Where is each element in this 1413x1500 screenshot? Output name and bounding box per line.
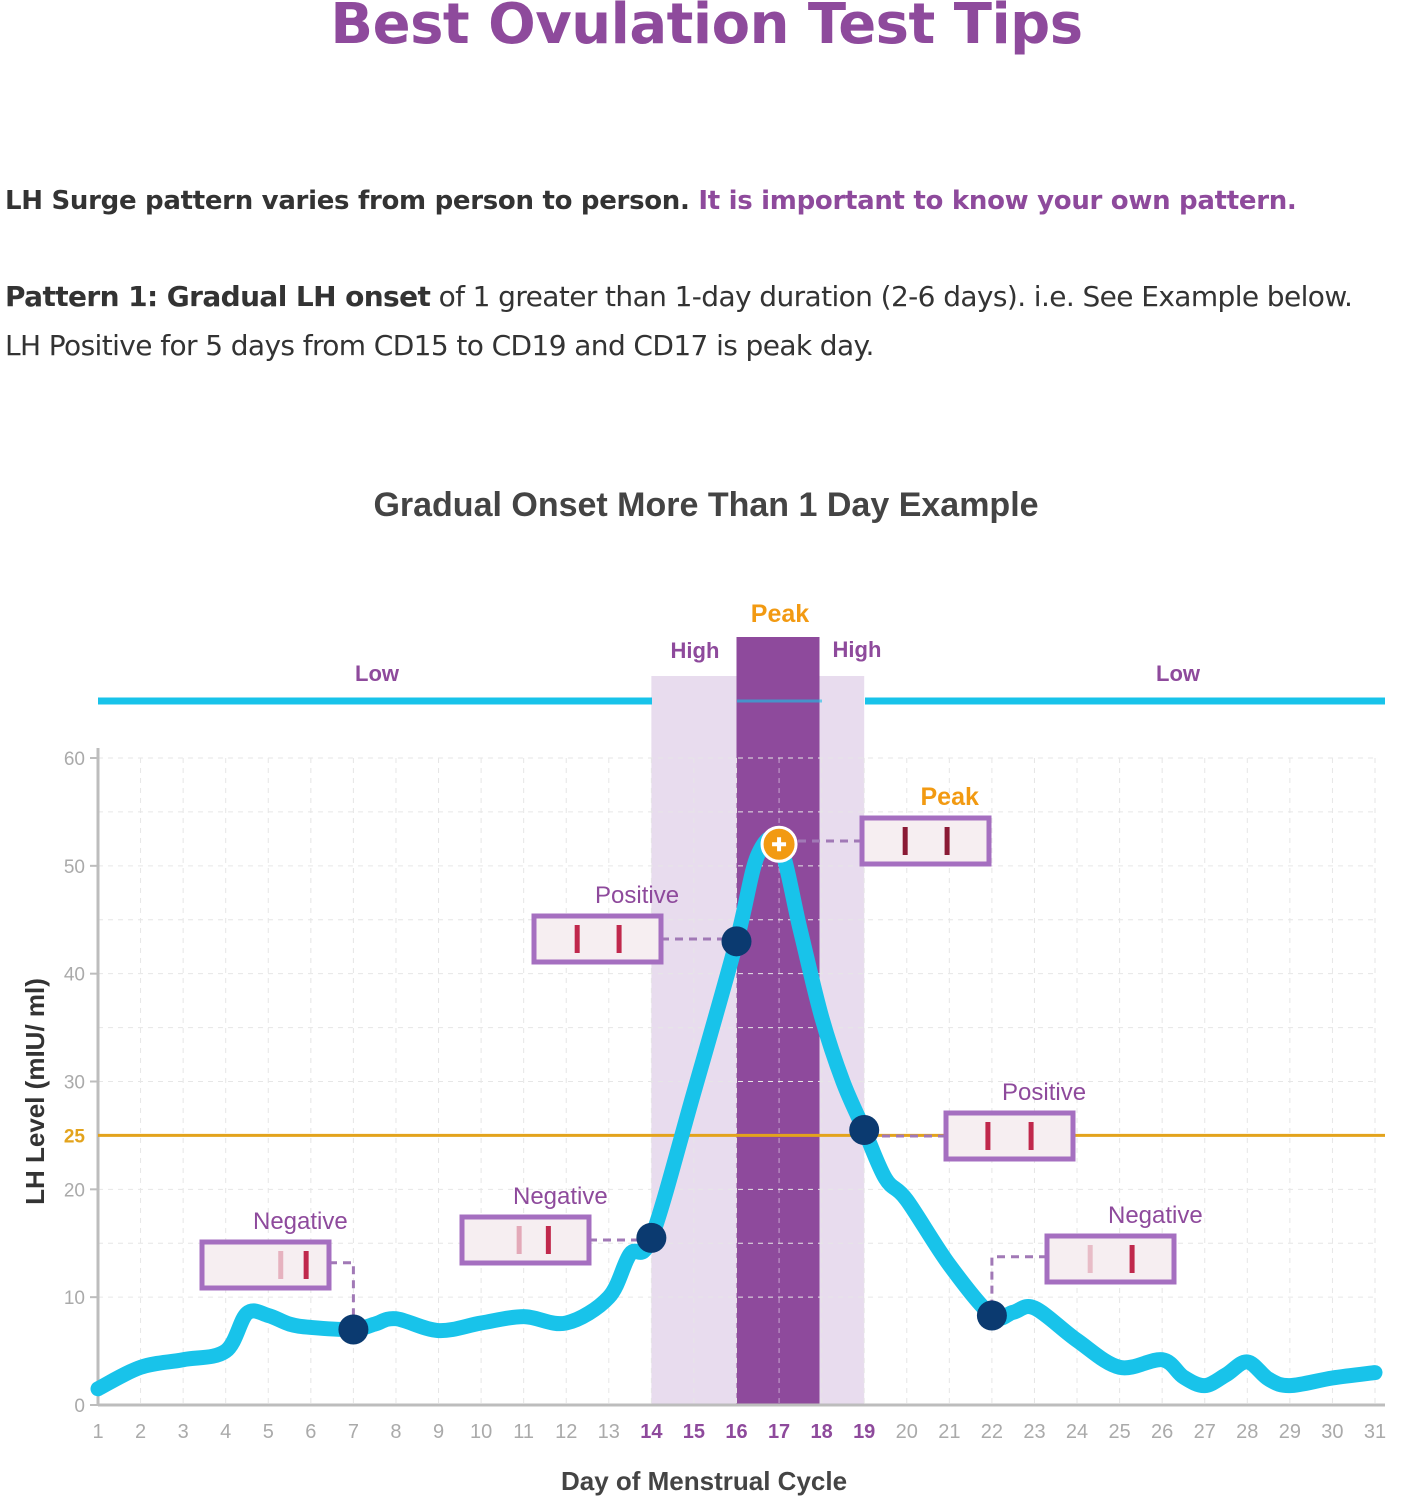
level-low-left-label: Low <box>355 661 400 686</box>
callout-connector <box>990 1255 1047 1316</box>
x-tick-label: 26 <box>1151 1421 1173 1443</box>
test-strip-line <box>1028 1122 1034 1150</box>
labels-layer: Negative Negative Positive Peak Positive Nega… <box>253 783 1203 1235</box>
test-strip-line <box>944 827 950 855</box>
test-strip-line <box>1087 1245 1093 1273</box>
intro-lead: LH Surge pattern varies from person to p… <box>5 186 690 216</box>
x-tick-label: 8 <box>390 1421 401 1443</box>
x-tick-label: 28 <box>1236 1421 1258 1443</box>
page-title: Best Ovulation Test Tips <box>330 0 1083 57</box>
test-strip-line <box>516 1226 522 1254</box>
test-marker-negative <box>976 1300 1007 1331</box>
x-axis-label: Day of Menstrual Cycle <box>561 1466 847 1496</box>
x-tick-label: 22 <box>981 1421 1003 1443</box>
intro-emphasis: It is important to know your own pattern… <box>698 186 1297 216</box>
callout-label-peak: Peak <box>921 783 979 811</box>
x-tick-label: 3 <box>178 1421 189 1443</box>
test-strip-negative <box>199 1239 332 1291</box>
x-tick-label: 31 <box>1364 1421 1386 1443</box>
test-strip-line <box>1129 1245 1135 1273</box>
test-marker-negative <box>636 1222 667 1253</box>
test-strip-negative <box>459 1214 592 1266</box>
x-tick-label: 23 <box>1023 1421 1045 1443</box>
test-strip-negative <box>1044 1233 1177 1285</box>
callout-label-negative: Negative <box>513 1183 608 1210</box>
level-peak-label: Peak <box>751 600 809 628</box>
x-tick-label: 25 <box>1108 1421 1130 1443</box>
peak-plus-icon <box>772 837 787 852</box>
test-strip-line <box>545 1226 551 1254</box>
x-tick-label: 13 <box>598 1421 620 1443</box>
intro-text: LH Surge pattern varies from person to p… <box>5 186 1405 216</box>
y-tick-label: 30 <box>64 1073 85 1094</box>
x-tick-label: 29 <box>1279 1421 1301 1443</box>
threshold-layer: 25 <box>64 1126 1385 1147</box>
callout-label-positive: Positive <box>595 882 679 909</box>
test-marker-positive <box>721 926 752 957</box>
pattern-label: Pattern 1: Gradual LH onset <box>5 280 431 313</box>
band-peak <box>736 637 820 1405</box>
x-tick-label: 11 <box>513 1421 534 1443</box>
x-tick-label: 30 <box>1321 1421 1343 1443</box>
test-strip-line <box>616 925 622 953</box>
y-tick-label: 60 <box>64 749 85 770</box>
y-tick-label: 10 <box>64 1288 85 1309</box>
callout-label-negative: Negative <box>1108 1202 1203 1229</box>
x-tick-label: 19 <box>853 1421 875 1443</box>
x-tick-label: 6 <box>305 1421 316 1443</box>
x-tick-label: 27 <box>1194 1421 1216 1443</box>
test-strip-line <box>985 1122 991 1150</box>
level-high-right-label: High <box>833 637 882 662</box>
x-tick-label: 1 <box>92 1421 103 1443</box>
callout-label-positive: Positive <box>1002 1079 1086 1106</box>
test-strip-line <box>278 1251 284 1279</box>
level-high-left-label: High <box>671 638 720 663</box>
y-tick-label: 40 <box>64 965 85 986</box>
x-tick-label: 17 <box>768 1421 790 1443</box>
test-marker-positive <box>849 1115 880 1146</box>
x-tick-label: 15 <box>683 1421 705 1443</box>
y-tick-label: 50 <box>64 857 85 878</box>
x-tick-label: 14 <box>640 1421 663 1443</box>
x-tick-label: 24 <box>1066 1421 1088 1443</box>
x-tick-label: 16 <box>725 1421 747 1443</box>
x-tick-label: 18 <box>811 1421 833 1443</box>
test-strip-line <box>303 1251 309 1279</box>
pattern-line-2: LH Positive for 5 days from CD15 to CD19… <box>5 329 874 362</box>
lh-chart: Gradual Onset More Than 1 Day Example 01… <box>20 486 1386 1496</box>
level-bar-layer: Low Low High High Peak <box>98 600 1385 705</box>
pattern-description: Pattern 1: Gradual LH onset of 1 greater… <box>5 272 1410 370</box>
x-tick-label: 10 <box>470 1421 492 1443</box>
x-tick-label: 12 <box>555 1421 577 1443</box>
x-tick-label: 21 <box>938 1421 960 1443</box>
pattern-line-1: Pattern 1: Gradual LH onset of 1 greater… <box>5 272 1410 321</box>
x-tick-label: 7 <box>348 1421 359 1443</box>
callout-label-negative: Negative <box>253 1208 348 1235</box>
x-tick-label: 9 <box>433 1421 444 1443</box>
y-axis-label: LH Level (mIU/ ml) <box>20 978 50 1205</box>
test-strip-positive <box>943 1110 1076 1162</box>
x-tick-label: 20 <box>896 1421 918 1443</box>
test-marker-negative <box>338 1314 369 1345</box>
test-strip-positive <box>531 913 664 965</box>
markers-layer <box>199 815 1177 1345</box>
test-strip-line <box>574 925 580 953</box>
bands-layer <box>651 637 865 1405</box>
pattern-line-1-rest: of 1 greater than 1-day duration (2-6 da… <box>430 280 1353 313</box>
y-tick-label: 0 <box>74 1396 85 1417</box>
x-tick-label: 5 <box>263 1421 274 1443</box>
test-strip-peak <box>859 815 992 867</box>
test-strip-line <box>902 827 908 855</box>
x-tick-label: 2 <box>135 1421 146 1443</box>
chart-title: Gradual Onset More Than 1 Day Example <box>373 486 1038 524</box>
threshold-label: 25 <box>64 1126 86 1147</box>
y-tick-label: 20 <box>64 1180 85 1201</box>
level-low-right-label: Low <box>1156 661 1201 686</box>
x-tick-label: 4 <box>220 1421 231 1443</box>
